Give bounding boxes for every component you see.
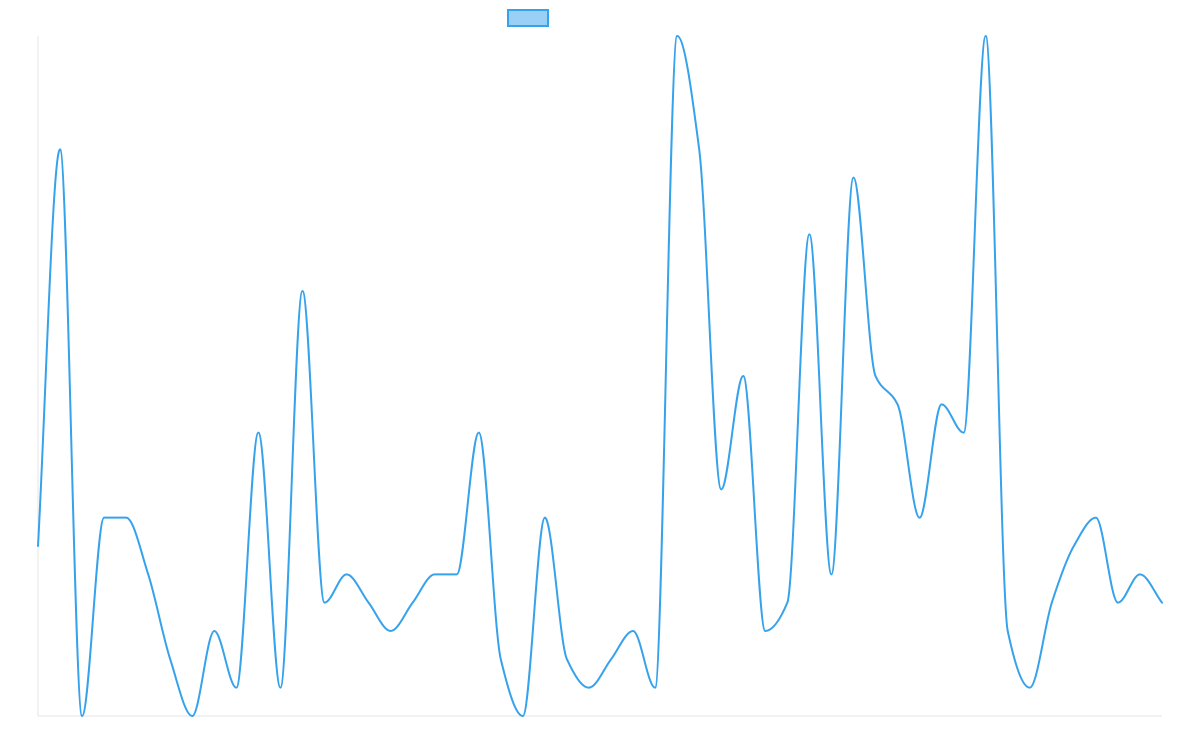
data-point[interactable]: [762, 628, 768, 634]
data-point[interactable]: [101, 515, 107, 521]
data-point[interactable]: [277, 685, 283, 691]
series-layer: [35, 33, 1165, 719]
data-point[interactable]: [520, 713, 526, 719]
data-point[interactable]: [1093, 515, 1099, 521]
data-point[interactable]: [850, 175, 856, 181]
data-point[interactable]: [35, 543, 41, 549]
data-point[interactable]: [123, 515, 129, 521]
data-point[interactable]: [806, 231, 812, 237]
data-point[interactable]: [255, 430, 261, 436]
series-line-1: [37, 35, 1163, 717]
legend[interactable]: [507, 9, 549, 27]
data-point[interactable]: [1071, 543, 1077, 549]
data-point[interactable]: [366, 600, 372, 606]
data-point[interactable]: [1115, 600, 1121, 606]
data-point[interactable]: [872, 373, 878, 379]
data-point[interactable]: [1027, 685, 1033, 691]
data-point[interactable]: [895, 401, 901, 407]
data-point[interactable]: [299, 288, 305, 294]
data-point[interactable]: [233, 685, 239, 691]
data-point[interactable]: [388, 628, 394, 634]
data-point[interactable]: [1049, 600, 1055, 606]
data-point[interactable]: [211, 628, 217, 634]
data-point[interactable]: [454, 571, 460, 577]
data-point[interactable]: [542, 515, 548, 521]
data-point[interactable]: [961, 430, 967, 436]
data-point[interactable]: [167, 656, 173, 662]
data-point[interactable]: [652, 685, 658, 691]
data-point[interactable]: [784, 600, 790, 606]
data-point[interactable]: [1159, 600, 1165, 606]
data-point[interactable]: [917, 515, 923, 521]
data-point[interactable]: [432, 571, 438, 577]
data-point[interactable]: [145, 571, 151, 577]
data-point[interactable]: [983, 33, 989, 39]
data-point[interactable]: [1005, 628, 1011, 634]
data-point[interactable]: [608, 656, 614, 662]
data-point[interactable]: [57, 146, 63, 152]
data-point[interactable]: [79, 713, 85, 719]
data-point[interactable]: [586, 685, 592, 691]
data-point[interactable]: [674, 33, 680, 39]
data-point[interactable]: [344, 571, 350, 577]
data-point[interactable]: [740, 373, 746, 379]
data-point[interactable]: [410, 600, 416, 606]
data-point[interactable]: [828, 571, 834, 577]
data-point[interactable]: [718, 486, 724, 492]
legend-swatch[interactable]: [507, 9, 549, 27]
data-point[interactable]: [630, 628, 636, 634]
data-point[interactable]: [476, 430, 482, 436]
data-point[interactable]: [189, 713, 195, 719]
data-point[interactable]: [696, 146, 702, 152]
data-point[interactable]: [498, 656, 504, 662]
data-point[interactable]: [1137, 571, 1143, 577]
data-point[interactable]: [322, 600, 328, 606]
data-point[interactable]: [564, 656, 570, 662]
data-point[interactable]: [939, 401, 945, 407]
